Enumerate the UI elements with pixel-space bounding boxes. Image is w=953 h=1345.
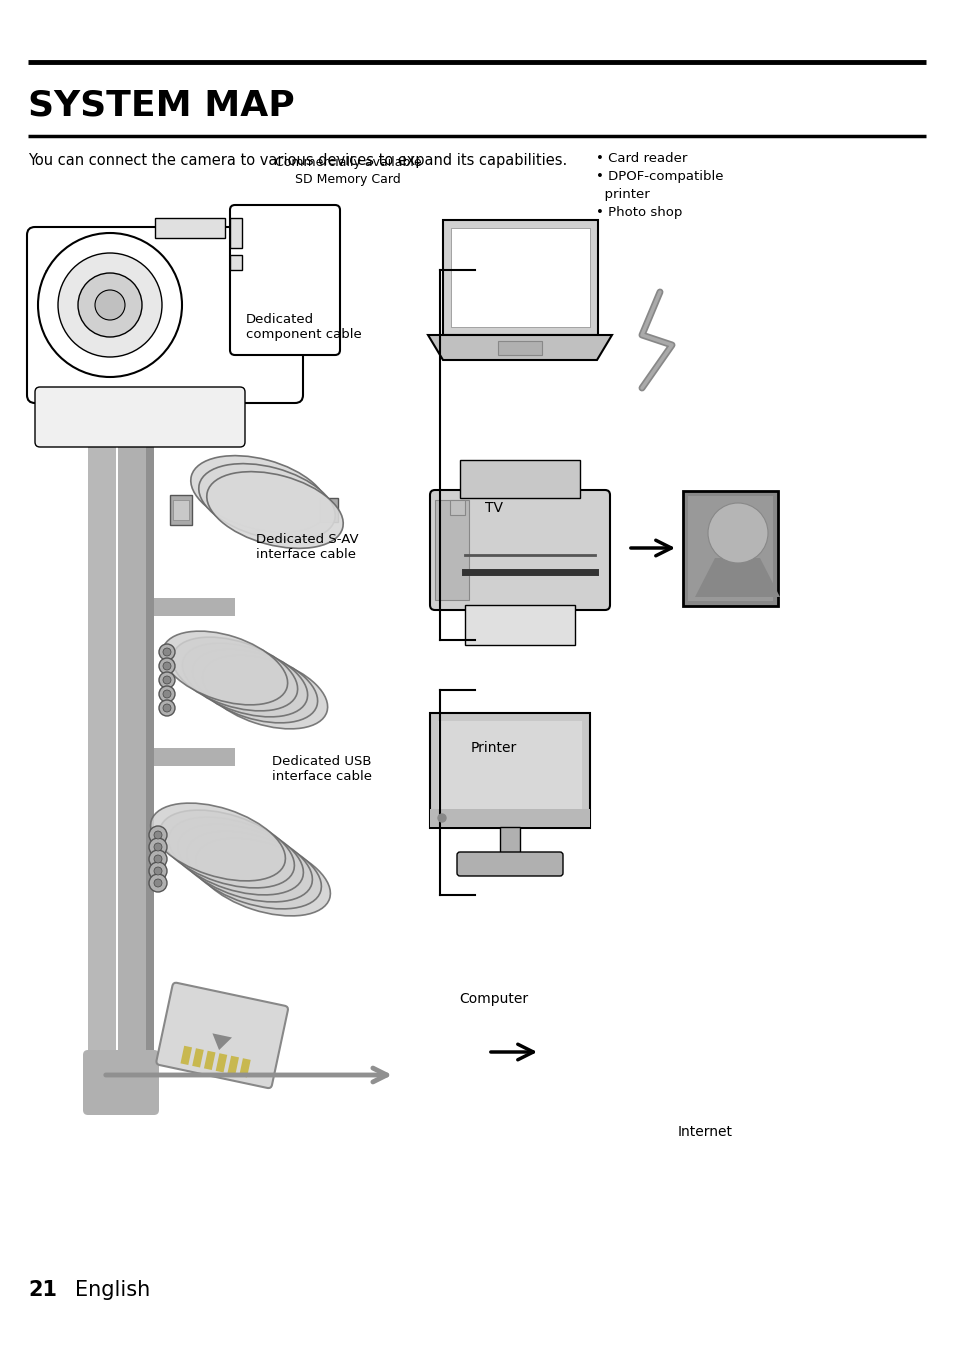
Circle shape <box>707 503 767 564</box>
Circle shape <box>163 648 171 656</box>
Circle shape <box>38 233 182 377</box>
Bar <box>687 496 772 601</box>
Ellipse shape <box>191 456 327 533</box>
Ellipse shape <box>169 818 303 894</box>
Bar <box>430 808 589 827</box>
Ellipse shape <box>162 631 287 705</box>
Circle shape <box>153 843 162 851</box>
Circle shape <box>78 273 142 338</box>
Circle shape <box>163 690 171 698</box>
Bar <box>459 460 579 498</box>
Circle shape <box>159 686 174 702</box>
Bar <box>204 1050 215 1071</box>
Circle shape <box>163 677 171 685</box>
Text: Dedicated S-AV
interface cable: Dedicated S-AV interface cable <box>255 534 358 561</box>
Bar <box>192 1048 204 1068</box>
Circle shape <box>153 880 162 886</box>
Bar <box>57 270 63 295</box>
Bar <box>88 420 116 1075</box>
Polygon shape <box>259 1005 284 1032</box>
Bar <box>319 498 337 522</box>
Bar <box>682 491 778 607</box>
FancyBboxPatch shape <box>430 490 609 611</box>
FancyBboxPatch shape <box>156 983 288 1088</box>
Circle shape <box>149 826 167 845</box>
Ellipse shape <box>195 838 330 916</box>
Ellipse shape <box>182 643 307 717</box>
Bar <box>153 748 234 767</box>
Text: • Card reader
• DPOF-compatible
  printer
• Photo shop: • Card reader • DPOF-compatible printer … <box>596 152 723 219</box>
Bar <box>499 827 519 855</box>
Circle shape <box>159 699 174 716</box>
Text: Computer: Computer <box>459 993 528 1006</box>
Text: 21: 21 <box>28 1280 57 1301</box>
Ellipse shape <box>151 803 285 881</box>
Circle shape <box>153 831 162 839</box>
Ellipse shape <box>207 472 343 549</box>
Bar <box>172 500 189 521</box>
FancyBboxPatch shape <box>83 1050 159 1115</box>
Text: SYSTEM MAP: SYSTEM MAP <box>28 87 294 122</box>
Circle shape <box>437 814 446 822</box>
Bar <box>146 420 153 1075</box>
Bar <box>227 1056 239 1075</box>
Circle shape <box>159 644 174 660</box>
FancyBboxPatch shape <box>230 204 339 355</box>
Polygon shape <box>213 1033 232 1050</box>
Circle shape <box>159 658 174 674</box>
Bar <box>451 229 589 327</box>
FancyBboxPatch shape <box>27 227 303 404</box>
Ellipse shape <box>193 650 317 722</box>
Circle shape <box>149 862 167 880</box>
Circle shape <box>149 850 167 868</box>
Circle shape <box>149 838 167 855</box>
Polygon shape <box>428 335 612 360</box>
Text: English: English <box>75 1280 150 1301</box>
Bar <box>215 1053 227 1072</box>
FancyBboxPatch shape <box>35 387 245 447</box>
Bar <box>69 270 75 295</box>
Bar <box>153 599 234 616</box>
Polygon shape <box>695 558 780 597</box>
Ellipse shape <box>202 655 327 729</box>
Text: Internet: Internet <box>677 1126 732 1139</box>
Ellipse shape <box>187 831 321 909</box>
Text: Dedicated
component cable: Dedicated component cable <box>246 313 361 340</box>
Circle shape <box>163 703 171 712</box>
Bar <box>430 713 589 829</box>
Text: Printer: Printer <box>471 741 517 755</box>
Text: TV: TV <box>485 502 502 515</box>
Bar <box>45 270 51 295</box>
Circle shape <box>95 291 125 320</box>
FancyBboxPatch shape <box>456 851 562 876</box>
Bar <box>118 420 146 1075</box>
Bar <box>239 1059 251 1077</box>
Circle shape <box>58 253 162 356</box>
Ellipse shape <box>172 638 297 712</box>
Ellipse shape <box>177 824 312 902</box>
Bar <box>230 218 242 247</box>
Ellipse shape <box>198 464 335 541</box>
Text: Commercially available
SD Memory Card: Commercially available SD Memory Card <box>274 156 421 186</box>
Circle shape <box>149 874 167 892</box>
Text: You can connect the camera to various devices to expand its capabilities.: You can connect the camera to various de… <box>28 152 567 168</box>
Bar <box>180 1046 192 1065</box>
Bar <box>442 221 598 335</box>
Bar <box>154 218 225 238</box>
Bar <box>437 721 581 811</box>
Bar <box>450 500 464 515</box>
Bar <box>170 495 192 525</box>
Circle shape <box>163 662 171 670</box>
Bar <box>464 605 575 646</box>
Circle shape <box>159 672 174 689</box>
Circle shape <box>153 855 162 863</box>
Text: Dedicated USB
interface cable: Dedicated USB interface cable <box>272 756 372 783</box>
Circle shape <box>153 868 162 876</box>
Ellipse shape <box>159 810 294 888</box>
Bar <box>497 342 541 355</box>
Bar <box>435 500 469 600</box>
Bar <box>230 256 242 270</box>
